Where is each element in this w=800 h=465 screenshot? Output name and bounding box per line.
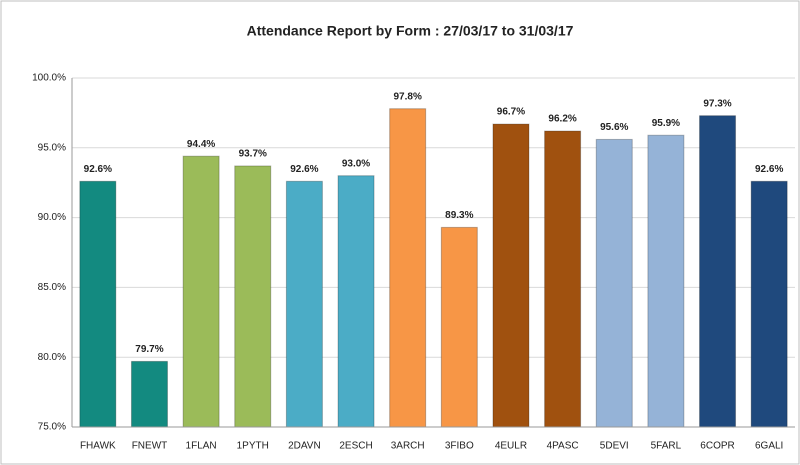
- x-tick-label: FHAWK: [80, 441, 116, 452]
- bar: [544, 130, 582, 428]
- value-label: 95.9%: [652, 118, 680, 129]
- bar: [182, 155, 220, 428]
- x-tick-label: 4PASC: [547, 441, 579, 452]
- value-label: 97.3%: [703, 98, 731, 109]
- x-tick-label: 3FIBO: [445, 441, 474, 452]
- value-label: 96.7%: [497, 107, 525, 118]
- x-tick-label: 2DAVN: [288, 441, 321, 452]
- x-tick-label: 1FLAN: [186, 441, 217, 452]
- x-tick-label: 5FARL: [651, 441, 682, 452]
- x-tick-label: 6GALI: [755, 441, 783, 452]
- x-tick-label: 2ESCH: [339, 441, 372, 452]
- y-tick-label: 75.0%: [38, 422, 66, 433]
- x-tick-label: 4EULR: [495, 441, 527, 452]
- value-label: 97.8%: [393, 91, 421, 102]
- bar: [130, 360, 168, 428]
- value-label: 93.7%: [239, 149, 267, 160]
- bar: [79, 180, 117, 428]
- value-label: 79.7%: [135, 344, 163, 355]
- y-tick-label: 100.0%: [32, 73, 66, 84]
- value-label: 95.6%: [600, 122, 628, 133]
- bar: [750, 180, 788, 428]
- x-tick-label: 5DEVI: [600, 441, 629, 452]
- bar: [389, 108, 427, 428]
- bar: [285, 180, 323, 428]
- bar: [647, 134, 685, 428]
- value-label: 93.0%: [342, 158, 370, 169]
- x-tick-label: 6COPR: [700, 441, 734, 452]
- value-label: 92.6%: [755, 164, 783, 175]
- value-label: 96.2%: [548, 114, 576, 125]
- bar: [440, 226, 478, 428]
- x-tick-label: 1PYTH: [237, 441, 269, 452]
- y-tick-label: 85.0%: [38, 282, 66, 293]
- bar: [492, 123, 530, 428]
- x-tick-label: FNEWT: [132, 441, 168, 452]
- value-label: 92.6%: [84, 164, 112, 175]
- value-label: 89.3%: [445, 210, 473, 221]
- y-tick-label: 80.0%: [38, 352, 66, 363]
- bar: [699, 115, 737, 428]
- value-label: 92.6%: [290, 164, 318, 175]
- bar: [234, 165, 272, 428]
- y-tick-label: 90.0%: [38, 212, 66, 223]
- value-label: 94.4%: [187, 139, 215, 150]
- chart-title: Attendance Report by Form : 27/03/17 to …: [247, 23, 574, 39]
- bar: [337, 175, 375, 428]
- x-tick-label: 3ARCH: [391, 441, 425, 452]
- bar: [595, 138, 633, 428]
- y-tick-label: 95.0%: [38, 142, 66, 153]
